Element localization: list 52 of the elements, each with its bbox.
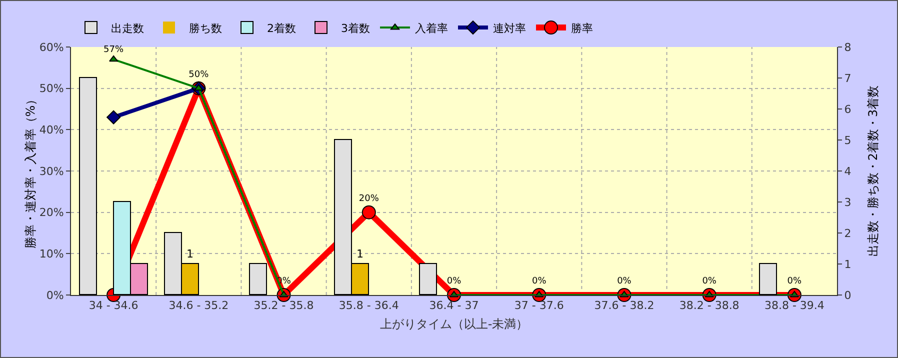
data-label: 1 xyxy=(356,248,364,260)
y-tick-label: 20% xyxy=(39,206,64,220)
y2-tick-label: 3 xyxy=(844,196,852,209)
x-axis-title: 上がりタイム（以上-未満） xyxy=(380,317,528,332)
y-tick-label: 60% xyxy=(39,40,64,54)
bar xyxy=(249,263,267,295)
legend-label: 勝率 xyxy=(571,22,593,35)
bar xyxy=(79,77,97,295)
data-label: 20% xyxy=(358,194,380,204)
data-label: 0% xyxy=(446,276,462,287)
data-label: 0% xyxy=(787,276,802,287)
legend-label: 2着数 xyxy=(267,22,296,35)
data-label: 0% xyxy=(532,276,547,287)
legend-label: 3着数 xyxy=(341,22,370,35)
y2-tick-label: 5 xyxy=(844,134,852,147)
x-tick-label: 38.2 - 38.8 xyxy=(679,299,740,312)
y-tick-label: 40% xyxy=(39,124,64,137)
y-tick-label: 0% xyxy=(46,288,64,302)
y2-tick-label: 8 xyxy=(844,40,852,54)
bar xyxy=(419,263,437,295)
bar xyxy=(759,263,777,295)
y-tick-label: 10% xyxy=(39,248,64,261)
y2-tick-label: 2 xyxy=(844,226,852,240)
x-tick-label: 37 - 37.6 xyxy=(514,299,564,312)
y2-tick-label: 1 xyxy=(844,258,852,271)
x-tick-label: 35.8 - 36.4 xyxy=(338,299,399,312)
y-tick-label: 50% xyxy=(39,82,64,96)
y-axis-title: 勝率・連対率・入着率（%） xyxy=(23,93,38,249)
legend-label: 入着率 xyxy=(415,22,448,35)
data-label: 0% xyxy=(617,276,632,287)
x-tick-label: 34.6 - 35.2 xyxy=(168,299,229,312)
y2-tick-label: 6 xyxy=(844,102,852,116)
legend-label: 出走数 xyxy=(111,22,144,35)
x-tick-label: 35.2 - 35.8 xyxy=(254,299,314,312)
y2-tick-label: 7 xyxy=(844,72,852,85)
x-tick-label: 36.4 - 37 xyxy=(429,299,479,312)
x-tick-label: 34 - 34.6 xyxy=(88,299,138,312)
y2-tick-label: 4 xyxy=(844,164,852,178)
data-label: 57% xyxy=(104,44,124,55)
point xyxy=(109,55,118,62)
point xyxy=(362,205,376,220)
y2-axis-title: 出走数・勝ち数・2着数・3着数 xyxy=(866,85,880,257)
data-label: 0% xyxy=(702,276,717,287)
x-tick-label: 38.8 - 39.4 xyxy=(764,299,824,312)
y2-tick-label: 0 xyxy=(844,288,852,302)
legend-label: 連対率 xyxy=(493,22,526,35)
x-tick-label: 37.6 - 38.2 xyxy=(594,299,654,312)
point xyxy=(106,110,121,124)
y-tick-label: 30% xyxy=(39,164,64,178)
legend-label: 勝ち数 xyxy=(189,22,222,35)
data-label: 1 xyxy=(186,248,194,260)
data-label: 50% xyxy=(188,70,210,80)
